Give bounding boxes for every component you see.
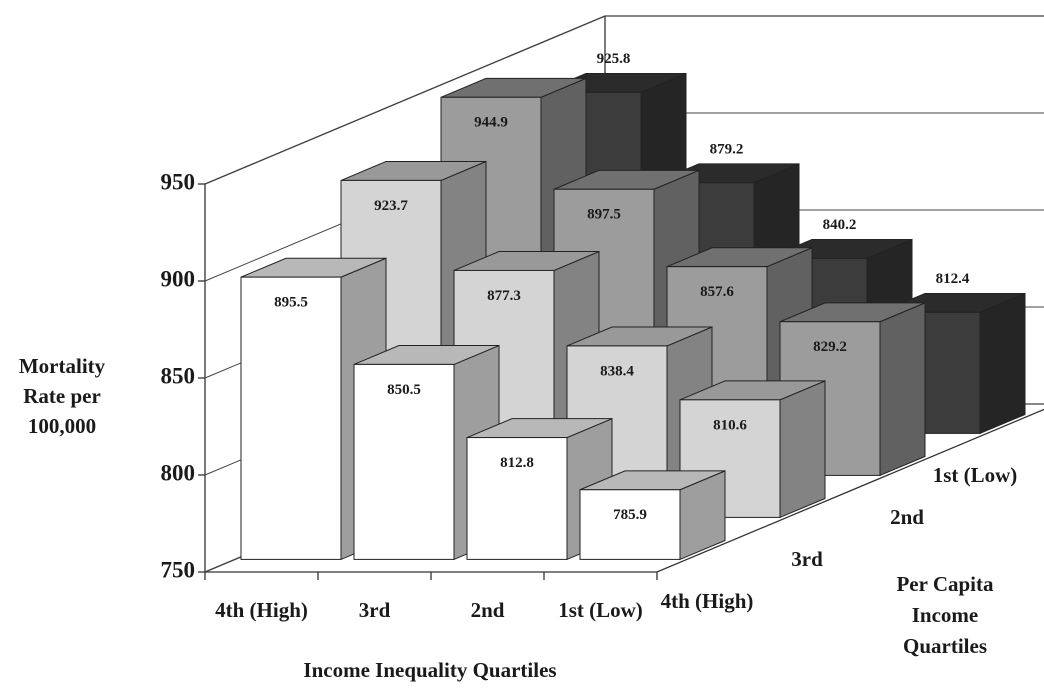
data-label: 923.7: [374, 198, 408, 214]
y-tick-label: 850: [161, 363, 196, 388]
bar: [353, 363, 455, 560]
bar-side: [879, 302, 926, 477]
y-tick-label: 950: [161, 169, 196, 194]
bar: [579, 489, 681, 560]
grid-line: [204, 15, 1044, 185]
bar-side: [779, 380, 826, 519]
data-label: 812.8: [500, 455, 534, 471]
bar: [466, 437, 568, 560]
y-axis-label: Mortality: [19, 354, 106, 378]
depth-axis-label: Quartiles: [903, 634, 987, 658]
depth-axis-label: Per Capita: [896, 572, 994, 596]
data-label: 838.4: [600, 363, 634, 379]
y-tick-label: 800: [161, 460, 196, 485]
data-label: 812.4: [936, 271, 970, 287]
data-label: 879.2: [710, 141, 744, 157]
data-label: 944.9: [474, 115, 508, 131]
x-tick-label: 3rd: [359, 598, 391, 622]
data-label: 877.3: [487, 288, 521, 304]
x-tick-label: 4th (High): [215, 598, 308, 622]
depth-tick-label: 2nd: [890, 505, 924, 529]
depth-tick-label: 1st (Low): [933, 463, 1018, 487]
depth-axis-label: Income: [912, 603, 979, 627]
data-label: 895.5: [274, 295, 308, 311]
depth-tick-label: 3rd: [791, 547, 823, 571]
x-tick-label: 1st (Low): [558, 598, 643, 622]
data-label: 829.2: [813, 339, 847, 355]
y-axis-label: Rate per: [23, 384, 101, 408]
depth-tick-label: 4th (High): [661, 589, 754, 613]
data-label: 840.2: [823, 217, 857, 233]
data-label: 810.6: [713, 417, 747, 433]
data-label: 925.8: [597, 51, 631, 67]
y-tick-label: 750: [161, 557, 196, 582]
data-label: 857.6: [700, 284, 734, 300]
bar: [240, 276, 342, 560]
data-label: 785.9: [613, 507, 647, 523]
data-label: 897.5: [587, 207, 621, 223]
bar-side: [979, 292, 1026, 435]
x-tick-label: 2nd: [471, 598, 505, 622]
y-tick-label: 900: [161, 266, 196, 291]
data-label: 850.5: [387, 382, 421, 398]
x-axis-label: Income Inequality Quartiles: [303, 658, 556, 682]
y-axis-label: 100,000: [28, 414, 96, 438]
